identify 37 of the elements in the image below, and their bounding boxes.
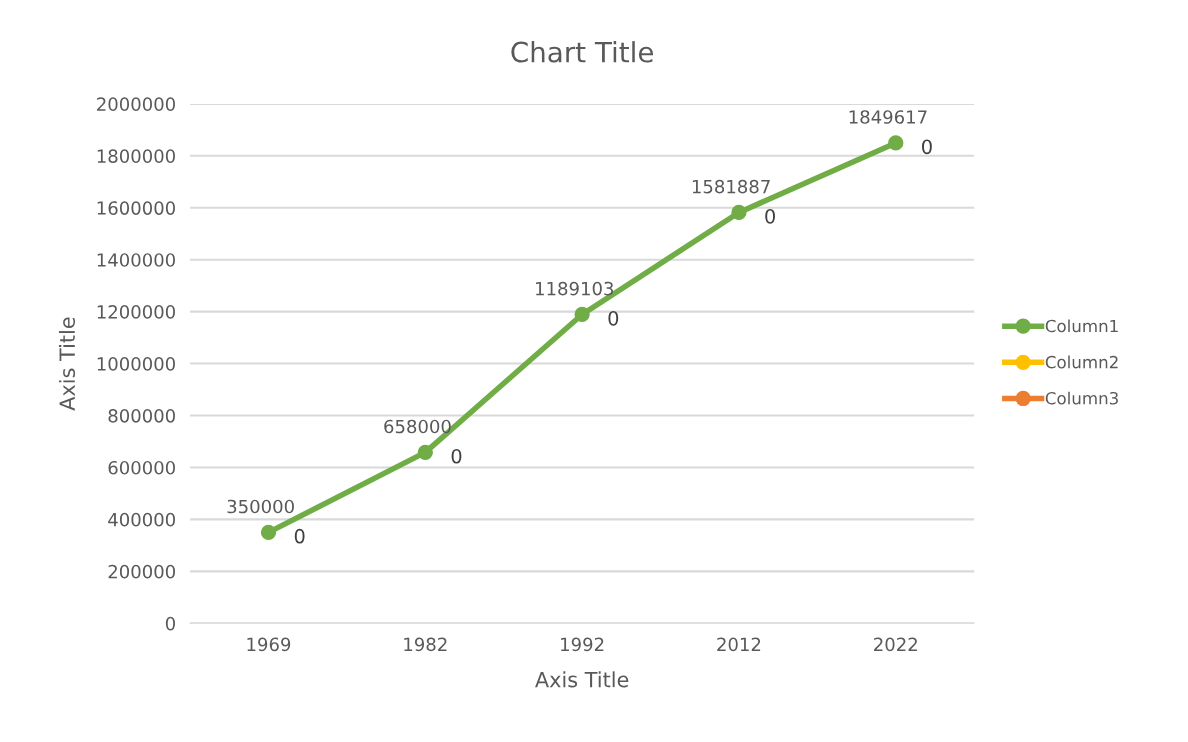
y-tick-label: 600000 (108, 460, 175, 475)
x-axis-title: Axis Title (535, 671, 629, 688)
data-label: 1189103 (536, 281, 614, 296)
x-tick-label: 1969 (247, 637, 291, 652)
data-label: 658000 (384, 419, 451, 434)
legend-label: Column1 (1045, 319, 1118, 333)
annotation: 0 (922, 139, 932, 155)
y-tick-label: 1400000 (97, 253, 175, 267)
x-tick-label: 1982 (404, 637, 447, 652)
y-tick-label: 1800000 (97, 149, 175, 163)
data-label: 1849617 (849, 110, 927, 124)
annotation: 0 (294, 528, 305, 544)
y-tick-label: 400000 (108, 512, 175, 527)
data-label: 1581887 (692, 179, 770, 194)
y-tick-label: 200000 (108, 564, 175, 579)
y-tick-label: 1000000 (97, 357, 175, 371)
y-tick-label: 0 (165, 616, 175, 631)
y-tick-label: 800000 (108, 408, 175, 423)
legend-label: Column3 (1045, 391, 1118, 405)
annotation: 0 (451, 448, 462, 464)
chart-title: Chart Title (511, 41, 653, 63)
y-tick-label: 1600000 (97, 201, 175, 215)
point (417, 444, 433, 461)
point (731, 204, 747, 221)
y-axis-title: Axis Title (58, 317, 76, 411)
x-tick-label: 2022 (874, 637, 917, 652)
annotation: 0 (765, 208, 776, 224)
y-tick-label: 1200000 (97, 305, 175, 319)
point (888, 135, 904, 151)
annotation: 0 (608, 310, 619, 326)
point (260, 524, 277, 541)
x-tick-label: 2012 (717, 637, 761, 652)
y-tick-label: 2000000 (97, 97, 175, 111)
legend-label: Column2 (1045, 355, 1118, 369)
point (574, 306, 590, 323)
x-tick-label: 1992 (561, 637, 604, 652)
data-label: 350000 (227, 499, 294, 514)
